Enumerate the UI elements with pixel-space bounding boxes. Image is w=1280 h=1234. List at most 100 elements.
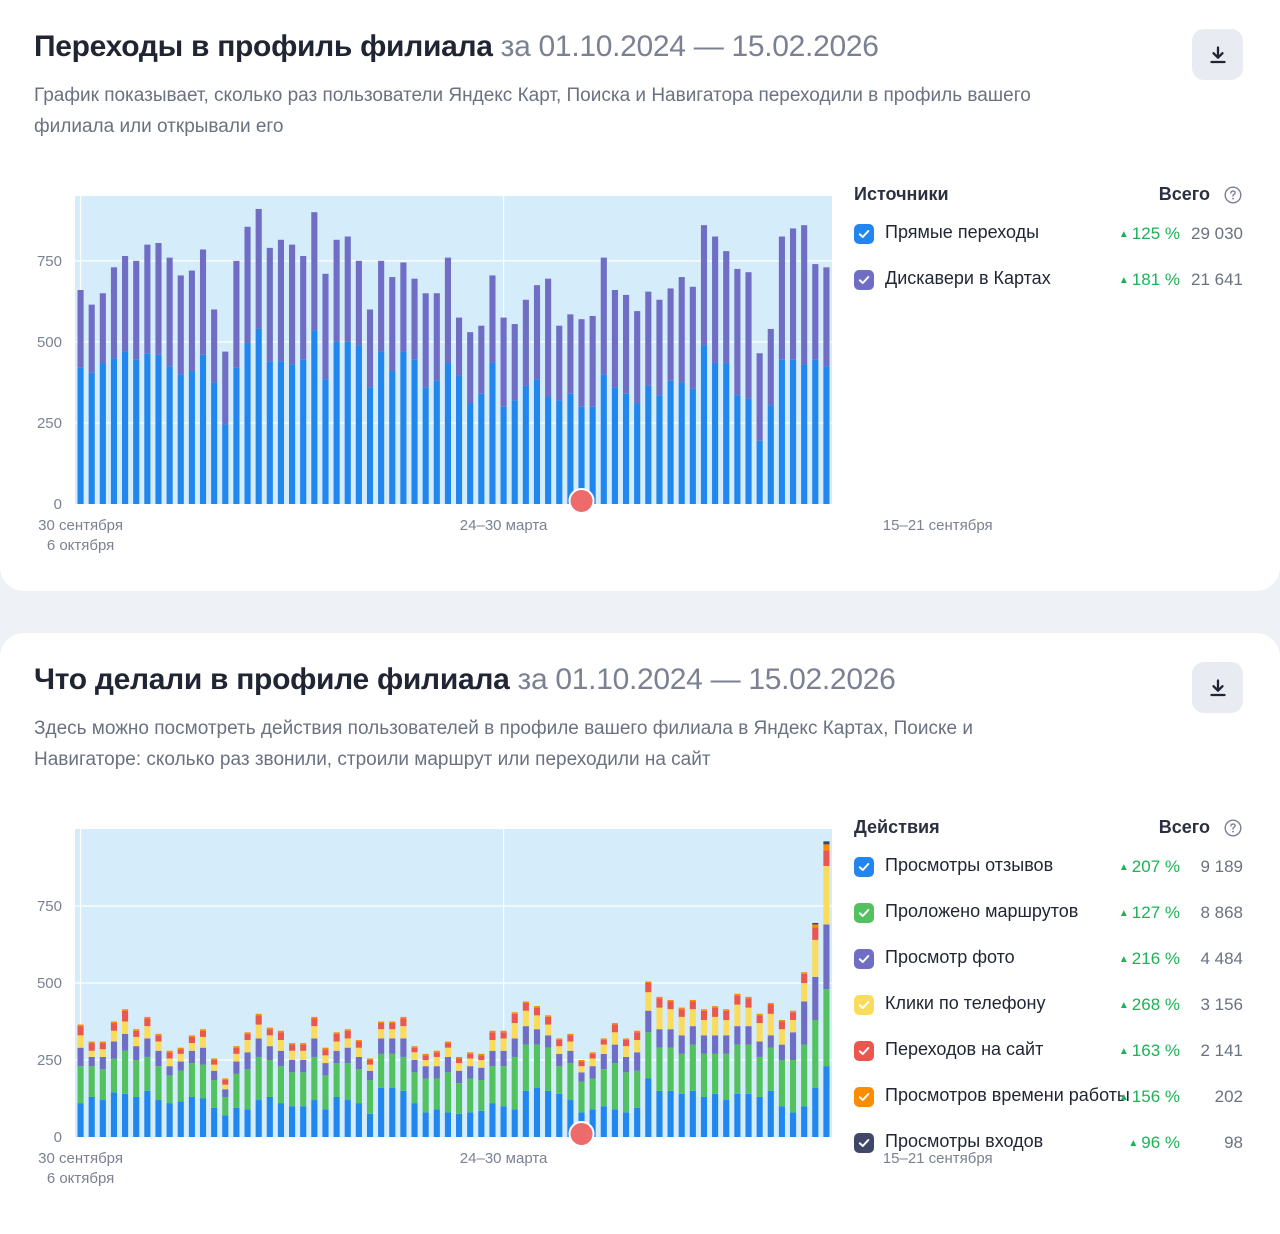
bar-segment	[756, 1041, 763, 1057]
bar-segment	[322, 1109, 329, 1137]
bar-segment	[88, 1056, 95, 1067]
bar-segment	[567, 1041, 574, 1051]
bar-segment	[812, 359, 819, 504]
checkbox-checked-icon[interactable]	[854, 857, 874, 877]
bar-segment	[611, 387, 618, 504]
legend-item[interactable]: Дискавери в Картах ▲ 181 % 21 641	[854, 256, 1246, 302]
legend-item[interactable]: Клики по телефону ▲ 268 % 3 156	[854, 981, 1246, 1027]
legend-header: Источники Всего	[854, 180, 1246, 210]
bar-segment	[77, 1066, 84, 1104]
question-circle-icon[interactable]	[1224, 819, 1242, 837]
bar-segment	[166, 366, 173, 504]
bar-segment	[177, 1070, 184, 1102]
bar-segment	[211, 1058, 218, 1060]
bar-segment	[244, 1052, 251, 1070]
legend-item-total: 29 030	[1191, 224, 1243, 243]
legend-total-label: Всего	[1158, 184, 1210, 204]
bar-segment	[767, 1090, 774, 1137]
arrow-up-icon: ▲	[1118, 1000, 1129, 1011]
bar-segment	[511, 1038, 518, 1057]
bar-segment	[244, 1032, 251, 1034]
actions-legend: Действия Всего Просмотры отзывов ▲ 207 % 9 …	[854, 813, 1246, 1165]
bar-segment	[778, 1044, 785, 1060]
bar-segment	[300, 359, 307, 504]
bar-segment	[511, 1013, 518, 1024]
bar-segment	[411, 1060, 418, 1073]
bar-segment	[600, 1038, 607, 1040]
bar-segment	[255, 1024, 262, 1039]
checkbox-checked-icon[interactable]	[854, 995, 874, 1015]
bar-segment	[489, 1050, 496, 1067]
bar-segment	[778, 1029, 785, 1045]
bar-segment	[411, 1103, 418, 1137]
checkbox-checked-icon[interactable]	[854, 224, 874, 244]
bar-segment	[422, 1060, 429, 1067]
checkbox-checked-icon[interactable]	[854, 903, 874, 923]
legend-item-total: 202	[1214, 1087, 1243, 1106]
download-icon	[1209, 678, 1226, 696]
bar-segment	[700, 1010, 708, 1020]
checkbox-checked-icon[interactable]	[854, 949, 874, 969]
bar-segment	[678, 1035, 685, 1054]
legend-item[interactable]: Проложено маршрутов ▲ 127 % 8 868	[854, 889, 1246, 935]
checkbox-checked-icon[interactable]	[854, 1087, 874, 1107]
bar-segment	[444, 1056, 451, 1073]
annotation-marker-icon[interactable]	[568, 488, 595, 516]
bar-segment	[823, 366, 830, 504]
bar-segment	[611, 1023, 618, 1025]
bar-segment	[166, 1052, 173, 1059]
bar-segment	[700, 1009, 708, 1011]
y-tick-label: 750	[37, 898, 62, 915]
bar-segment	[322, 273, 329, 380]
legend-item[interactable]: Просмотры отзывов ▲ 207 % 9 189	[854, 843, 1246, 889]
bar-segment	[745, 398, 752, 504]
download-button[interactable]	[1192, 662, 1243, 713]
legend-item[interactable]: Просмотров времени работы ▲ 156 % 202	[854, 1073, 1246, 1119]
bar-segment	[545, 1090, 552, 1137]
bar-segment	[266, 1046, 273, 1060]
bar-segment	[600, 1053, 607, 1070]
bar-segment	[812, 1087, 819, 1137]
bar-segment	[745, 1044, 752, 1094]
x-tick-label: 15–21 сентября	[883, 1150, 993, 1167]
bar-segment	[767, 405, 774, 504]
plot-background	[75, 196, 832, 504]
bar-segment	[467, 332, 474, 404]
bar-segment	[255, 1013, 262, 1016]
bar-segment	[144, 353, 151, 504]
checkbox-checked-icon[interactable]	[854, 1133, 874, 1153]
legend-item[interactable]: Просмотр фото ▲ 216 % 4 484	[854, 935, 1246, 981]
bar-segment	[266, 361, 273, 504]
bar-segment	[767, 1047, 774, 1091]
bar-segment	[88, 1041, 95, 1044]
bar-segment	[122, 1050, 129, 1094]
download-button[interactable]	[1192, 29, 1243, 80]
checkbox-checked-icon[interactable]	[854, 270, 874, 290]
bar-segment	[322, 379, 329, 504]
bar-segment	[801, 972, 808, 974]
bar-segment	[411, 1072, 418, 1104]
bar-segment	[456, 1063, 463, 1071]
bar-segment	[712, 1093, 719, 1137]
question-circle-icon[interactable]	[1224, 186, 1242, 204]
bar-segment	[656, 1090, 663, 1137]
bar-segment	[266, 1035, 273, 1047]
bar-segment	[88, 1066, 95, 1097]
bar-segment	[422, 293, 429, 388]
bar-segment	[456, 317, 463, 376]
bar-segment	[801, 973, 808, 983]
bar-segment	[433, 1066, 440, 1079]
bar-segment	[456, 1113, 463, 1137]
card-title: Что делали в профиле филиала за 01.10.20…	[34, 663, 896, 696]
bar-segment	[801, 364, 808, 504]
bar-segment	[645, 983, 652, 993]
bar-segment	[422, 1112, 429, 1137]
legend-item[interactable]: Прямые переходы ▲ 125 % 29 030	[854, 210, 1246, 256]
annotation-marker-icon[interactable]	[568, 1121, 595, 1149]
bar-segment	[110, 267, 118, 359]
bar-segment	[333, 1063, 340, 1097]
legend-item[interactable]: Просмотры входов ▲ 96 % 98	[854, 1119, 1246, 1165]
legend-item[interactable]: Переходов на сайт ▲ 163 % 2 141	[854, 1027, 1246, 1073]
bar-segment	[700, 1019, 708, 1036]
checkbox-checked-icon[interactable]	[854, 1041, 874, 1061]
